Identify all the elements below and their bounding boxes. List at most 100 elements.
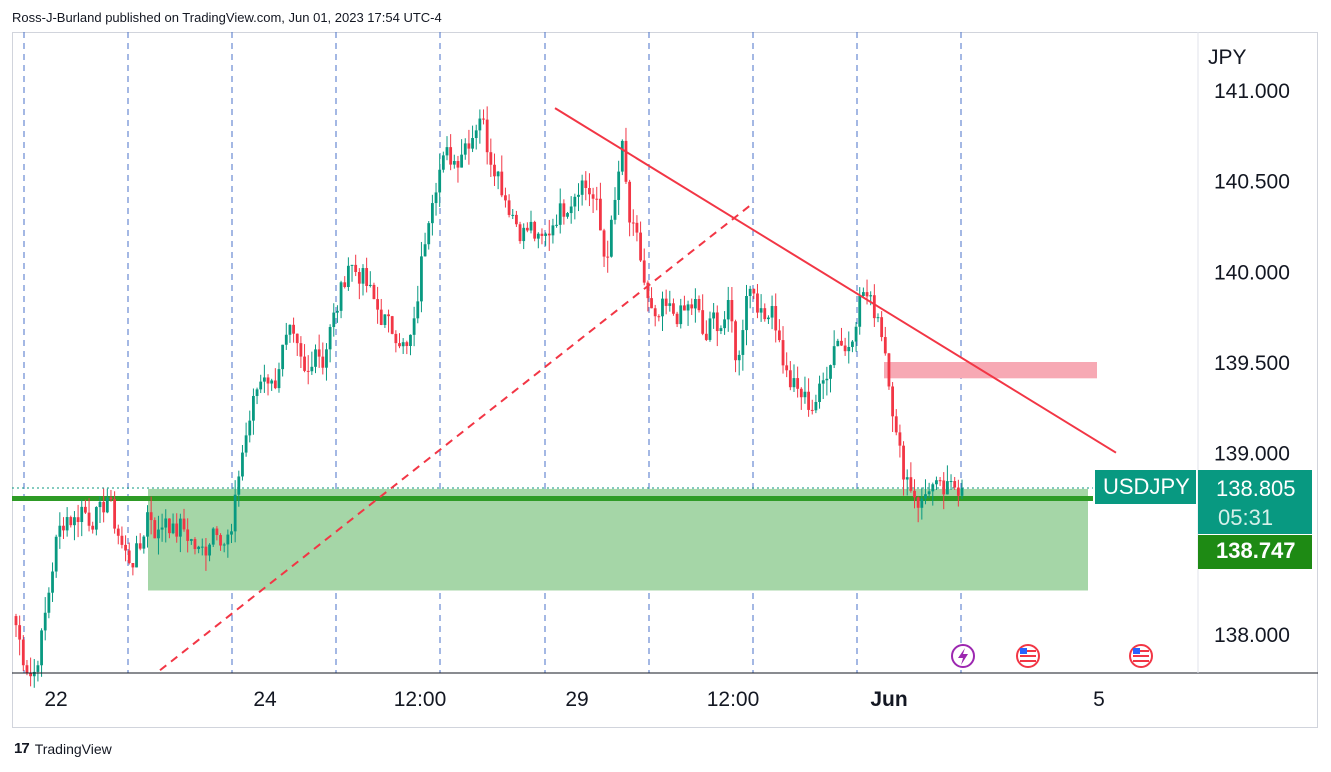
candle-body <box>153 520 157 539</box>
candle-body <box>730 300 734 322</box>
candle-body <box>818 383 821 402</box>
candle-body <box>924 494 927 499</box>
candle-body <box>949 481 953 483</box>
y-tick-label: 141.000 <box>1214 80 1290 103</box>
candle-body <box>449 147 453 165</box>
candle-body <box>441 155 445 170</box>
attribution-text: Ross-J-Burland published on TradingView.… <box>12 10 442 25</box>
y-tick-label: 138.000 <box>1214 624 1290 647</box>
candle-body <box>138 543 142 549</box>
candle-body <box>518 224 522 242</box>
x-tick-label: 12:00 <box>707 688 760 711</box>
candle-body <box>332 312 336 328</box>
candle-body <box>336 310 339 313</box>
footer-brand[interactable]: TradingView <box>34 740 112 757</box>
candle-body <box>953 481 957 488</box>
candle-body <box>368 284 372 286</box>
candle-body <box>774 306 778 331</box>
candle-body <box>631 222 635 224</box>
candle-body <box>562 203 566 217</box>
candle-body <box>252 395 255 421</box>
candle-body <box>277 369 281 389</box>
candle-body <box>737 354 741 361</box>
x-tick-label: 22 <box>44 688 67 711</box>
candle-body <box>752 288 756 294</box>
candle-body <box>182 518 186 530</box>
candle-body <box>599 198 602 231</box>
candle-body <box>876 317 880 319</box>
candle-body <box>825 378 829 381</box>
candle-body <box>14 616 18 626</box>
candle-body <box>178 518 182 537</box>
candle-body <box>712 312 716 319</box>
candle-body <box>120 535 124 545</box>
candle-body <box>489 152 493 165</box>
candle-body <box>288 324 292 335</box>
candle-body <box>409 334 412 347</box>
y-tick-label: 139.000 <box>1214 443 1290 466</box>
candle-body <box>788 370 792 388</box>
candle-body <box>639 232 642 261</box>
candle-body <box>821 380 825 384</box>
candle-body <box>233 494 237 532</box>
candle-body <box>131 563 135 568</box>
candle-body <box>540 233 544 236</box>
candle-body <box>149 512 153 521</box>
candle-body <box>284 334 288 345</box>
candle-body <box>883 337 887 354</box>
x-axis-ticks: 22 24 12:00 29 12:00 Jun 5 <box>44 688 1105 711</box>
candle-body <box>299 343 303 357</box>
candle-body <box>387 314 390 317</box>
us-flag-icon[interactable] <box>1016 644 1040 668</box>
candle-body <box>704 333 708 340</box>
candle-body <box>255 389 259 396</box>
candle-body <box>292 324 295 334</box>
lightning-icon[interactable] <box>951 644 975 668</box>
candle-body <box>281 344 285 370</box>
candle-body <box>734 321 737 361</box>
candle-body <box>339 282 343 311</box>
candle-body <box>836 340 840 347</box>
x-tick-label: 29 <box>565 688 588 711</box>
candle-body <box>18 625 22 640</box>
candle-body <box>573 196 577 207</box>
candle-body <box>124 544 127 551</box>
candle-body <box>295 333 299 344</box>
candle-body <box>894 416 898 433</box>
resistance-zone <box>884 362 1097 379</box>
candle-body <box>94 507 98 530</box>
support-trendline-dashed[interactable] <box>159 201 755 672</box>
y-tick-label: 140.000 <box>1214 261 1290 284</box>
candle-body <box>960 488 964 496</box>
candle-body <box>803 391 807 398</box>
candle-body <box>40 630 43 666</box>
candle-body <box>628 181 632 223</box>
candle-body <box>715 312 719 332</box>
candle-body <box>504 195 507 201</box>
candle-body <box>661 298 664 317</box>
candle-body <box>394 333 398 344</box>
candle-body <box>566 213 569 217</box>
candle-body <box>529 221 533 231</box>
candle-body <box>73 517 76 526</box>
candle-body <box>127 550 131 564</box>
candle-body <box>32 671 36 677</box>
candle-body <box>189 539 193 541</box>
level-price-label: 138.747 <box>1216 538 1296 563</box>
candle-body <box>690 304 694 309</box>
candle-body <box>113 499 117 529</box>
candle-body <box>726 300 730 320</box>
resistance-trendline[interactable] <box>554 107 1117 454</box>
candle-body <box>204 546 208 556</box>
candle-body <box>851 341 854 347</box>
symbol-label: USDJPY <box>1103 474 1190 499</box>
candle-body <box>226 534 230 545</box>
candle-body <box>588 188 591 195</box>
candle-body <box>105 497 109 513</box>
candle-body <box>157 529 160 539</box>
candle-body <box>241 452 244 477</box>
candle-body <box>624 140 628 182</box>
candle-body <box>858 295 862 327</box>
us-flag-icon[interactable] <box>1129 644 1153 668</box>
